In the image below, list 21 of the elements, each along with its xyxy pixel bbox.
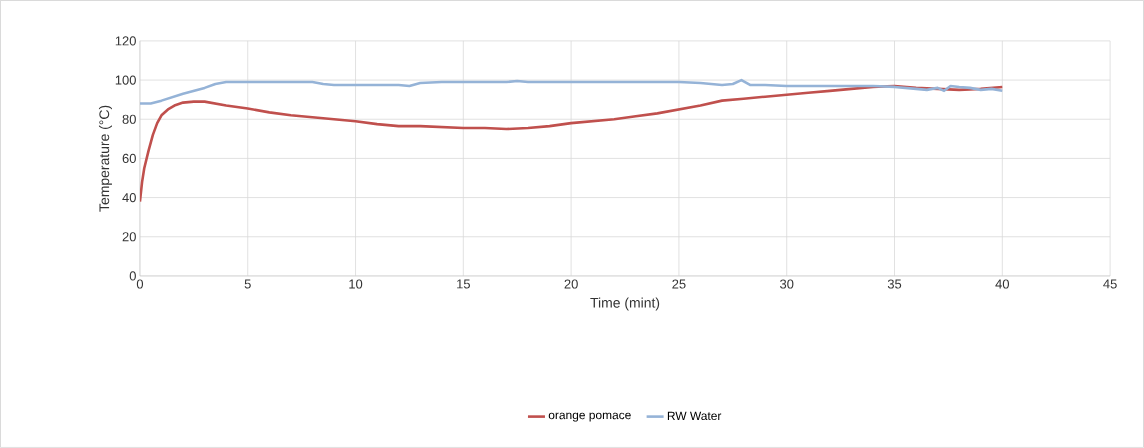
y-tick-label: 100 bbox=[115, 75, 136, 85]
y-tick-label: 60 bbox=[122, 153, 136, 164]
legend-label: RW Water bbox=[667, 411, 722, 421]
legend-label: orange pomace bbox=[548, 412, 631, 422]
x-tick-label: 20 bbox=[564, 279, 578, 289]
x-tick-label: 10 bbox=[349, 279, 363, 289]
x-tick-label: 40 bbox=[995, 279, 1010, 289]
y-tick-label: 0 bbox=[129, 271, 136, 281]
y-tick-label: 40 bbox=[122, 193, 136, 203]
x-tick-label: 35 bbox=[887, 279, 902, 289]
y-tick-label: 20 bbox=[122, 232, 136, 242]
y-tick-label: 80 bbox=[122, 114, 136, 124]
x-tick-label: 45 bbox=[1103, 279, 1117, 289]
x-tick-label: 5 bbox=[244, 279, 251, 289]
x-tick-label: 30 bbox=[780, 279, 794, 289]
x-axis-title: Time (mint) bbox=[590, 297, 660, 311]
x-tick-label: 15 bbox=[457, 279, 470, 289]
y-tick-label: 120 bbox=[115, 36, 136, 46]
x-tick-label: 0 bbox=[136, 279, 144, 289]
x-tick-label: 25 bbox=[672, 279, 686, 289]
y-axis-title: Temperature (°C) bbox=[98, 105, 112, 212]
